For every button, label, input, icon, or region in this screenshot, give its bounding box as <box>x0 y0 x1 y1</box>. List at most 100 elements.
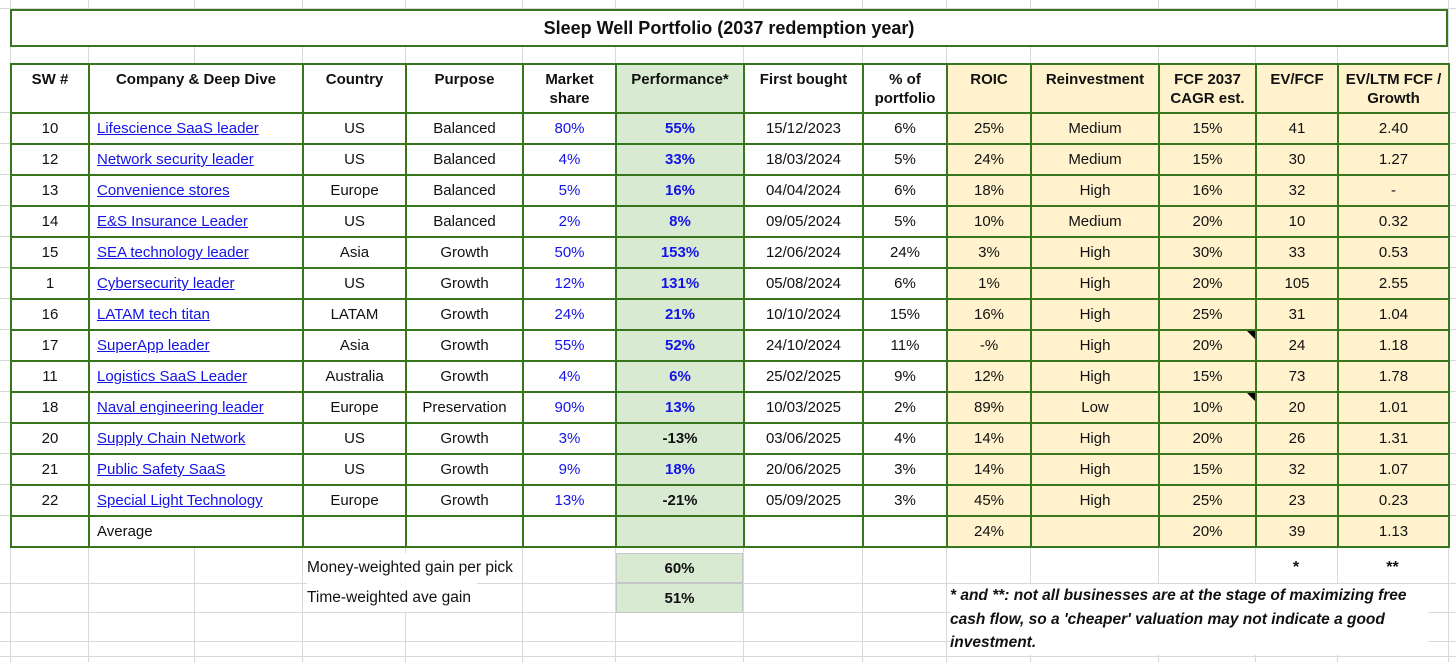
company-link[interactable]: LATAM tech titan <box>97 306 210 323</box>
cell-reinvestment: High <box>1030 453 1160 486</box>
cell-purpose: Growth <box>405 360 524 393</box>
table-row: 16 LATAM tech titan LATAM Growth 24% 21% 10/10… <box>10 298 1450 331</box>
company-link[interactable]: Supply Chain Network <box>97 430 246 447</box>
cell-roic: 10% <box>946 205 1032 238</box>
company-link[interactable]: Special Light Technology <box>97 492 263 509</box>
cell-performance: 21% <box>615 298 745 331</box>
cell-reinvestment: High <box>1030 174 1160 207</box>
cell-sw: 22 <box>10 484 90 517</box>
cell-pct-portfolio: 9% <box>862 360 948 393</box>
table-row: 1 Cybersecurity leader US Growth 12% 131% 05/0… <box>10 267 1450 300</box>
cell-performance: 6% <box>615 360 745 393</box>
cell-ev-fcf: 32 <box>1255 174 1339 207</box>
company-link[interactable]: E&S Insurance Leader <box>97 213 248 230</box>
cell-sw: 15 <box>10 236 90 269</box>
company-link[interactable]: SuperApp leader <box>97 337 210 354</box>
cell-country: US <box>302 453 407 486</box>
column-header: Reinvestment <box>1030 63 1160 114</box>
cell-ev-fcf: 23 <box>1255 484 1339 517</box>
cell-purpose: Growth <box>405 267 524 300</box>
cell-market-share: 9% <box>522 453 617 486</box>
header-row: SW # Company & Deep Dive Country Purpose Mar… <box>10 63 1450 114</box>
cell-country: US <box>302 143 407 176</box>
ev-fcf-footnote-marker: * <box>1292 559 1300 576</box>
table-row: 22 Special Light Technology Europe Growth 13… <box>10 484 1450 517</box>
company-link[interactable]: Lifescience SaaS leader <box>97 120 259 137</box>
cell-ev-fcf: 33 <box>1255 236 1339 269</box>
cell-roic: 12% <box>946 360 1032 393</box>
column-header: Country <box>302 63 407 114</box>
cell-performance: 13% <box>615 391 745 424</box>
cell-sw: 1 <box>10 267 90 300</box>
table-row: 21 Public Safety SaaS US Growth 9% 18% 20/06/2… <box>10 453 1450 486</box>
cell-performance: 55% <box>615 112 745 145</box>
average-row: Average 24% 20% 39 1.13 <box>10 515 1450 548</box>
cell-market-share: 55% <box>522 329 617 362</box>
company-link[interactable]: Public Safety SaaS <box>97 461 226 478</box>
cell-ev-fcf: 24 <box>1255 329 1339 362</box>
cell-fcf-cagr: 20% <box>1158 329 1257 362</box>
valuation-footnote: * and **: not all businesses are at the … <box>950 584 1428 655</box>
company-link[interactable]: Logistics SaaS Leader <box>97 368 248 385</box>
company-link[interactable]: Convenience stores <box>97 182 230 199</box>
cell-performance: -13% <box>615 422 745 455</box>
column-header: Purpose <box>405 63 524 114</box>
cell-company: Naval engineering leader <box>88 391 304 424</box>
table-row: 14 E&S Insurance Leader US Balanced 2% 8% 09/0… <box>10 205 1450 238</box>
table-row: 13 Convenience stores Europe Balanced 5% 16% 0… <box>10 174 1450 207</box>
cell-purpose: Balanced <box>405 205 524 238</box>
cell-company: Special Light Technology <box>88 484 304 517</box>
cell-roic: -% <box>946 329 1032 362</box>
cell-ev-fcf: 73 <box>1255 360 1339 393</box>
cell-roic: 1% <box>946 267 1032 300</box>
cell-country: Europe <box>302 484 407 517</box>
money-weighted-value: 60% <box>616 553 743 583</box>
column-header: Company & Deep Dive <box>88 63 304 114</box>
cell-ev-fcf: 20 <box>1255 391 1339 424</box>
company-link[interactable]: Network security leader <box>97 151 254 168</box>
cell-performance: 52% <box>615 329 745 362</box>
table-row: 11 Logistics SaaS Leader Australia Growth 4%… <box>10 360 1450 393</box>
cell-sw: 18 <box>10 391 90 424</box>
time-weighted-value: 51% <box>616 583 743 613</box>
column-header: SW # <box>10 63 90 114</box>
cell-reinvestment: High <box>1030 236 1160 269</box>
cell-ev-fcf: 32 <box>1255 453 1339 486</box>
average-roic: 24% <box>946 515 1032 548</box>
company-link[interactable]: Cybersecurity leader <box>97 275 235 292</box>
cell-fcf-cagr: 15% <box>1158 112 1257 145</box>
column-header: FCF 2037 CAGR est. <box>1158 63 1257 114</box>
cell-performance: 33% <box>615 143 745 176</box>
company-link[interactable]: Naval engineering leader <box>97 399 264 416</box>
time-weighted-label: Time-weighted ave gain <box>307 583 477 612</box>
cell-country: LATAM <box>302 298 407 331</box>
cell-company: Public Safety SaaS <box>88 453 304 486</box>
average-label: Average <box>88 515 304 548</box>
cell-market-share: 2% <box>522 205 617 238</box>
cell-roic: 18% <box>946 174 1032 207</box>
cell-market-share: 50% <box>522 236 617 269</box>
company-link[interactable]: SEA technology leader <box>97 244 249 261</box>
cell-performance-empty <box>615 515 745 548</box>
gridline-horizontal <box>0 8 1456 9</box>
cell-first-bought: 04/04/2024 <box>743 174 864 207</box>
cell-roic: 14% <box>946 422 1032 455</box>
column-header: EV/LTM FCF / Growth <box>1337 63 1450 114</box>
cell-company: LATAM tech titan <box>88 298 304 331</box>
page-title: Sleep Well Portfolio (2037 redemption ye… <box>543 17 915 38</box>
cell-market-share: 4% <box>522 360 617 393</box>
cell-performance: 8% <box>615 205 745 238</box>
cell-country: Australia <box>302 360 407 393</box>
cell-purpose: Balanced <box>405 174 524 207</box>
cell-purpose-empty <box>405 515 524 548</box>
cell-first-bought: 12/06/2024 <box>743 236 864 269</box>
cell-sw: 17 <box>10 329 90 362</box>
portfolio-title-box: Sleep Well Portfolio (2037 redemption ye… <box>10 9 1448 47</box>
cell-ev-fcf: 105 <box>1255 267 1339 300</box>
cell-fcf-cagr: 20% <box>1158 205 1257 238</box>
cell-purpose: Growth <box>405 236 524 269</box>
cell-reinvestment-empty <box>1030 515 1160 548</box>
cell-market-share: 13% <box>522 484 617 517</box>
cell-purpose: Growth <box>405 453 524 486</box>
cell-first-bought: 09/05/2024 <box>743 205 864 238</box>
